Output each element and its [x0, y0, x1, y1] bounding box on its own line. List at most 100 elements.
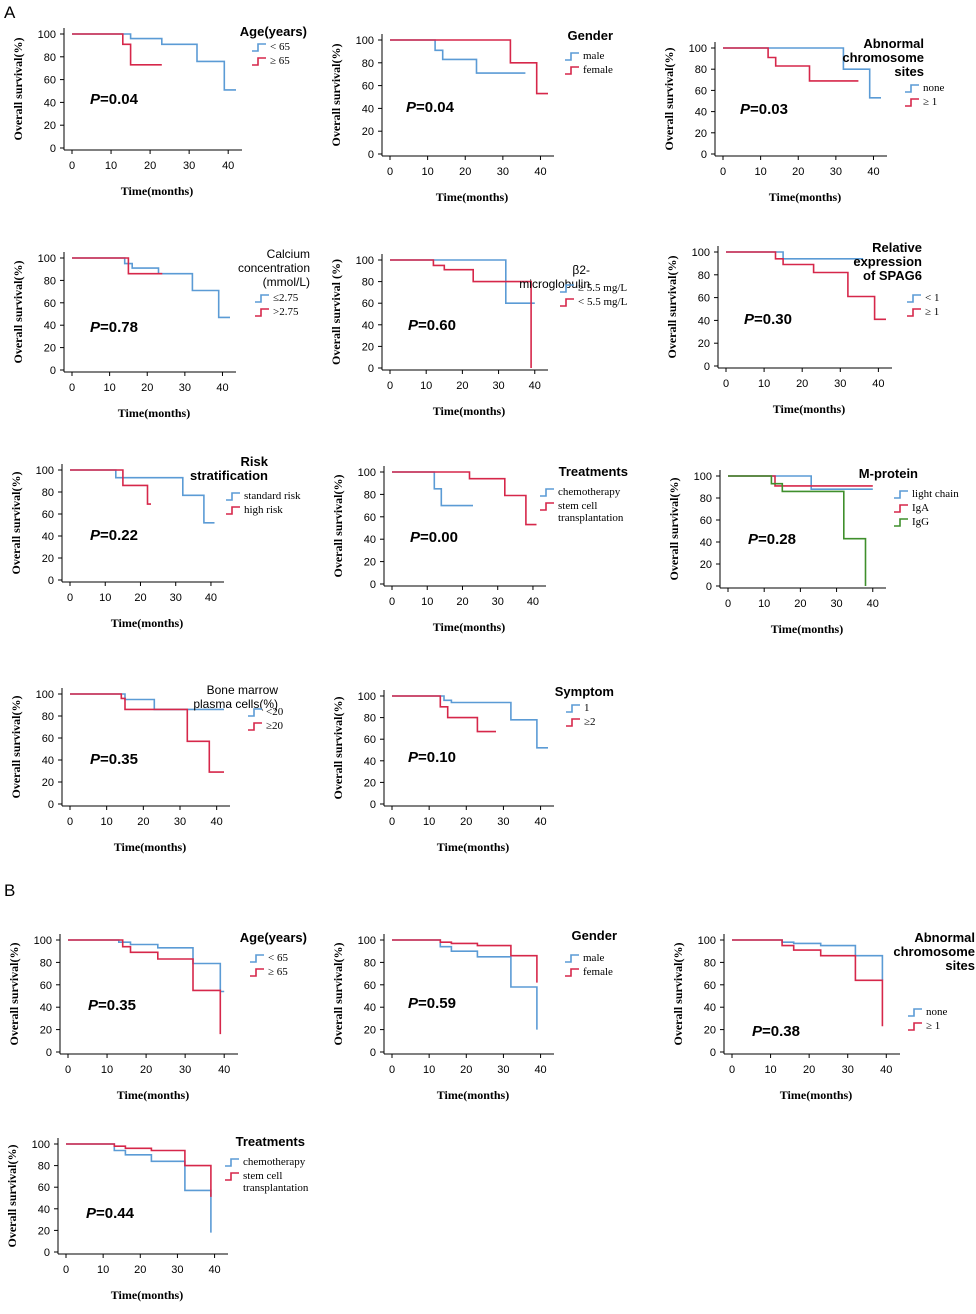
x-tick-label: 10 — [764, 1064, 776, 1076]
x-tick-label: 40 — [872, 378, 884, 390]
survival-curve-blue — [392, 695, 548, 749]
y-axis-label: Overall survival(%) — [665, 256, 679, 359]
x-tick-label: 0 — [725, 598, 731, 610]
x-tick-label: 10 — [420, 380, 432, 392]
legend-swatch — [894, 518, 908, 527]
survival-curve-red — [390, 259, 532, 368]
legend-swatch — [252, 43, 266, 52]
survival-curve-blue — [390, 39, 526, 74]
x-tick-label: 40 — [867, 166, 879, 178]
chart-title: M-protein — [859, 466, 918, 481]
legend-label: ≥ 65 — [268, 966, 288, 978]
y-tick-label: 40 — [700, 537, 712, 549]
x-tick-label: 20 — [460, 816, 472, 828]
legend-label: 1 — [584, 702, 590, 714]
km-chart-11: 0 20 40 60 80 100 0 10 20 30 40 Overall survival(%)… — [331, 684, 614, 854]
y-tick-label: 40 — [42, 531, 54, 543]
y-tick-label: 60 — [700, 515, 712, 527]
y-tick-label: 20 — [362, 126, 374, 138]
x-axis-label: Time(months) — [433, 404, 505, 418]
y-tick-label: 100 — [358, 935, 376, 947]
x-axis-label: Time(months) — [437, 840, 509, 854]
y-axis-label: Overall survival(%) — [329, 44, 343, 147]
y-tick-label: 40 — [364, 1002, 376, 1014]
legend-swatch — [248, 708, 262, 717]
y-tick-label: 100 — [692, 247, 710, 259]
legend-label: stem cell transplantation — [558, 500, 624, 524]
chart-title: chromosome — [893, 944, 975, 959]
x-tick-label: 10 — [105, 160, 117, 172]
y-tick-label: 20 — [698, 338, 710, 350]
y-tick-label: 0 — [50, 143, 56, 155]
x-tick-label: 10 — [421, 166, 433, 178]
legend-swatch — [225, 1172, 239, 1181]
legend-label: IgA — [912, 502, 929, 514]
y-tick-label: 60 — [42, 509, 54, 521]
legend-label: stem cell transplantation — [243, 1170, 309, 1194]
survival-curve-red — [70, 693, 224, 773]
x-tick-label: 20 — [144, 160, 156, 172]
x-tick-label: 10 — [101, 1064, 113, 1076]
x-tick-label: 30 — [174, 816, 186, 828]
x-tick-label: 30 — [492, 596, 504, 608]
p-value: P=0.30 — [744, 311, 792, 328]
legend-label: female — [583, 64, 613, 76]
y-tick-label: 40 — [695, 107, 707, 119]
y-tick-label: 20 — [40, 1025, 52, 1037]
y-tick-label: 20 — [700, 559, 712, 571]
y-axis-label: Overall survival(%) — [331, 475, 345, 578]
y-tick-label: 100 — [358, 691, 376, 703]
x-tick-label: 30 — [842, 1064, 854, 1076]
legend-swatch — [565, 66, 579, 75]
y-tick-label: 40 — [40, 1002, 52, 1014]
x-tick-label: 20 — [460, 1064, 472, 1076]
x-axis-label: Time(months) — [437, 1088, 509, 1102]
x-tick-label: 0 — [67, 592, 73, 604]
y-tick-label: 0 — [710, 1047, 716, 1059]
y-tick-label: 40 — [362, 103, 374, 115]
x-axis-label: Time(months) — [433, 620, 505, 634]
x-tick-label: 10 — [103, 382, 115, 394]
legend-label: IgG — [912, 516, 929, 528]
km-chart-4: 0 20 40 60 80 100 0 10 20 30 40 Overall survival(%)… — [11, 247, 310, 420]
y-tick-label: 0 — [704, 361, 710, 373]
chart-title: Treatments — [559, 464, 628, 479]
survival-curve-red — [732, 939, 884, 1027]
y-axis-label: Overall survival(%) — [331, 697, 345, 800]
y-tick-label: 60 — [44, 298, 56, 310]
y-tick-label: 80 — [42, 711, 54, 723]
y-tick-label: 40 — [364, 534, 376, 546]
chart-title: β2- — [572, 263, 590, 277]
legend-swatch — [560, 284, 574, 293]
y-tick-label: 20 — [44, 120, 56, 132]
km-chart-7: 0 20 40 60 80 100 0 10 20 30 40 Overall survival(%)… — [9, 454, 301, 630]
survival-curve-red — [392, 695, 496, 733]
y-tick-label: 20 — [695, 128, 707, 140]
y-axis-label: Overall survival(%) — [662, 48, 676, 151]
x-tick-label: 30 — [834, 378, 846, 390]
x-tick-label: 0 — [69, 382, 75, 394]
y-tick-label: 0 — [370, 579, 376, 591]
chart-title: Gender — [567, 28, 613, 43]
legend-swatch — [894, 504, 908, 513]
x-tick-label: 0 — [67, 816, 73, 828]
legend-swatch — [908, 1022, 922, 1031]
x-tick-label: 30 — [179, 382, 191, 394]
y-tick-label: 20 — [704, 1025, 716, 1037]
x-tick-label: 10 — [754, 166, 766, 178]
legend-swatch — [565, 954, 579, 963]
y-tick-label: 40 — [38, 1204, 50, 1216]
x-tick-label: 10 — [758, 378, 770, 390]
y-tick-label: 60 — [40, 980, 52, 992]
y-tick-label: 80 — [695, 64, 707, 76]
survival-curve-red — [728, 475, 873, 487]
x-axis-label: Time(months) — [773, 402, 845, 416]
survival-curve-red — [72, 257, 163, 275]
y-tick-label: 40 — [44, 97, 56, 109]
x-tick-label: 30 — [179, 1064, 191, 1076]
x-axis-label: Time(months) — [436, 190, 508, 204]
x-axis-label: Time(months) — [780, 1088, 852, 1102]
x-tick-label: 0 — [723, 378, 729, 390]
chart-title: microglobulin — [519, 277, 590, 291]
